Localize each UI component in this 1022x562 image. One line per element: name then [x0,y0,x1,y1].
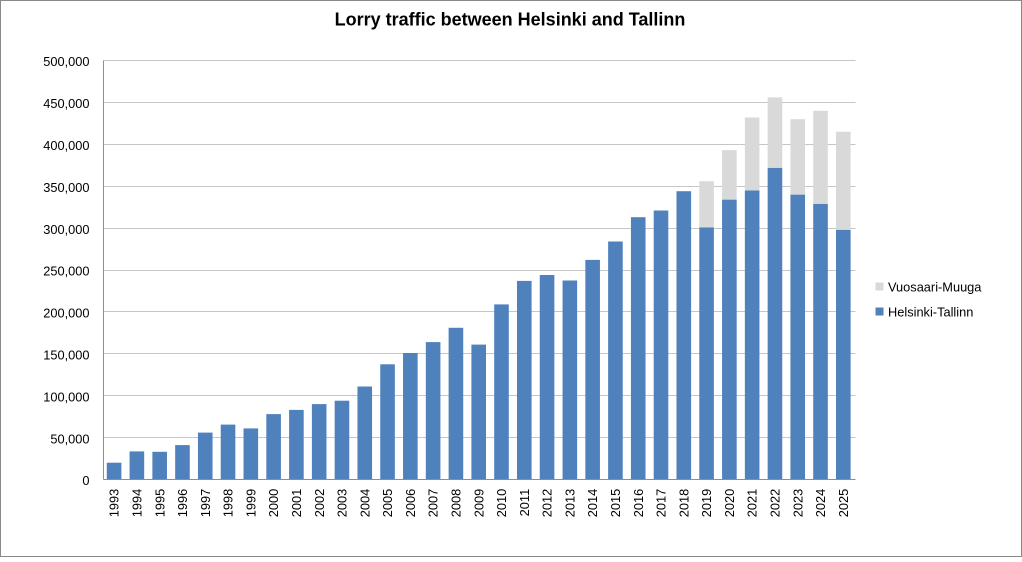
svg-text:2002: 2002 [312,489,327,517]
svg-text:Vuosaari-Muuga: Vuosaari-Muuga [888,280,982,295]
svg-text:2022: 2022 [768,489,783,517]
svg-text:2025: 2025 [836,489,851,517]
svg-text:2005: 2005 [380,489,395,517]
svg-text:2019: 2019 [699,489,714,517]
svg-text:2024: 2024 [813,489,828,517]
svg-text:1994: 1994 [129,489,144,517]
svg-text:Lorry traffic between Helsinki: Lorry traffic between Helsinki and Talli… [335,10,686,30]
svg-text:Helsinki-Tallinn: Helsinki-Tallinn [888,305,973,320]
svg-text:500,000: 500,000 [43,54,89,69]
svg-text:2018: 2018 [676,489,691,517]
svg-text:2016: 2016 [631,489,646,517]
svg-text:2000: 2000 [266,489,281,517]
svg-text:1998: 1998 [221,489,236,517]
svg-text:300,000: 300,000 [43,222,89,237]
svg-text:100,000: 100,000 [43,389,89,404]
svg-text:150,000: 150,000 [43,348,89,363]
svg-text:2020: 2020 [722,489,737,517]
svg-text:2010: 2010 [494,489,509,517]
svg-text:250,000: 250,000 [43,264,89,279]
svg-text:2015: 2015 [608,489,623,517]
svg-text:50,000: 50,000 [50,431,89,446]
svg-text:200,000: 200,000 [43,306,89,321]
svg-text:2017: 2017 [654,489,669,517]
svg-text:2009: 2009 [471,489,486,517]
svg-text:2007: 2007 [426,489,441,517]
svg-text:2021: 2021 [745,489,760,517]
svg-text:0: 0 [82,473,89,488]
svg-text:1999: 1999 [243,489,258,517]
svg-text:2003: 2003 [335,489,350,517]
svg-text:450,000: 450,000 [43,96,89,111]
svg-text:1995: 1995 [152,489,167,517]
svg-text:350,000: 350,000 [43,180,89,195]
svg-text:1997: 1997 [198,489,213,517]
svg-text:1996: 1996 [175,489,190,517]
svg-text:2013: 2013 [562,489,577,517]
svg-text:2014: 2014 [585,489,600,517]
svg-text:2006: 2006 [403,489,418,517]
svg-text:2023: 2023 [790,489,805,517]
svg-text:1993: 1993 [107,489,122,517]
svg-text:2004: 2004 [357,489,372,517]
svg-text:2001: 2001 [289,489,304,517]
svg-text:2012: 2012 [540,489,555,517]
svg-text:400,000: 400,000 [43,138,89,153]
svg-text:2011: 2011 [517,489,532,517]
svg-text:2008: 2008 [449,489,464,517]
